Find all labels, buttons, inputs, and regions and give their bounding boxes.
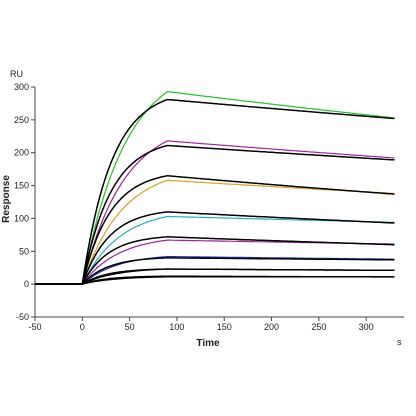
- response-curve-6: [35, 255, 395, 285]
- x-tick-label: 0: [80, 322, 85, 332]
- y-tick-label: 100: [14, 213, 29, 223]
- x-tick-label: 50: [125, 322, 135, 332]
- y-tick-label: 0: [24, 279, 29, 289]
- x-tick-label: 100: [169, 322, 184, 332]
- fit-curve-6: [35, 257, 395, 285]
- fit-curve-5: [35, 236, 395, 285]
- y-unit-label: RU: [10, 69, 23, 79]
- y-tick-label: 250: [14, 115, 29, 125]
- response-curve-1: [35, 90, 395, 285]
- y-tick-label: 50: [19, 246, 29, 256]
- fit-layer: [35, 98, 395, 285]
- y-tick-label: 300: [14, 82, 29, 92]
- y-tick-label: 150: [14, 181, 29, 191]
- fit-curve-1: [35, 98, 395, 285]
- x-tick-label: 300: [359, 322, 374, 332]
- fit-curve-3: [35, 174, 395, 285]
- x-tick-label: 250: [311, 322, 326, 332]
- fit-curve-8: [35, 275, 395, 285]
- fit-curve-2: [35, 144, 395, 285]
- x-unit-label: s: [397, 337, 402, 347]
- x-axis-title: Time: [196, 338, 220, 349]
- y-tick-label: -50: [16, 312, 29, 322]
- fit-curve-4: [35, 211, 395, 285]
- fit-curve-7: [35, 268, 395, 285]
- x-tick-label: 150: [217, 322, 232, 332]
- x-tick-label: 200: [264, 322, 279, 332]
- y-axis-title: Response: [1, 175, 12, 223]
- y-tick-label: 200: [14, 148, 29, 158]
- x-tick-label: -50: [28, 322, 41, 332]
- axes-layer: -50 0 50 100 150 200 250 300 -50 0 50 100 150 200 250 3…: [14, 82, 404, 332]
